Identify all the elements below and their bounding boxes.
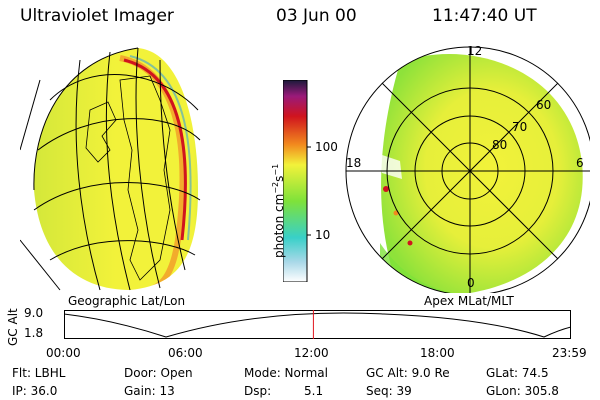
mlat-label-60: 60 — [536, 98, 552, 112]
mlt-label-18: 18 — [346, 156, 362, 170]
geographic-label: Geographic Lat/Lon — [68, 294, 186, 308]
colorbar-unit-label: photon cm−2s−1 — [271, 164, 286, 258]
unit-sup-1: −2 — [271, 181, 280, 194]
altitude-track-plot — [64, 310, 571, 339]
x-tick-1200: 12:00 — [294, 346, 329, 360]
unit-mid: s — [272, 175, 286, 182]
info-seq: Seq: 39 — [366, 384, 412, 398]
x-tick-0000: 00:00 — [46, 346, 81, 360]
gc-alt-axis-title: GC Alt — [6, 308, 20, 346]
info-glon: GLon: 305.8 — [486, 384, 559, 398]
info-dsp-value: 5.1 — [304, 384, 324, 398]
info-ip: IP: 36.0 — [12, 384, 58, 398]
polar-label: Apex MLat/MLT — [424, 294, 514, 308]
x-tick-1800: 18:00 — [420, 346, 455, 360]
info-filter: Flt: LBHL — [12, 366, 66, 380]
mlt-label-6: 6 — [576, 156, 584, 170]
polar-plot — [345, 46, 590, 293]
mlt-label-0: 0 — [467, 276, 475, 290]
info-dsp-label: Dsp: — [244, 384, 272, 398]
x-tick-2359: 23:59 — [552, 346, 587, 360]
mlt-label-12: 12 — [467, 44, 483, 58]
x-tick-0600: 06:00 — [168, 346, 203, 360]
time-label: 11:47:40 UT — [432, 6, 537, 26]
info-glat: GLat: 74.5 — [486, 366, 549, 380]
alt-tick-9: 9.0 — [24, 306, 44, 320]
info-gain: Gain: 13 — [124, 384, 175, 398]
info-mode: Mode: Normal — [244, 366, 328, 380]
geographic-image — [20, 47, 201, 291]
instrument-title: Ultraviolet Imager — [20, 6, 174, 26]
info-door: Door: Open — [124, 366, 193, 380]
colorbar — [283, 80, 311, 282]
mlat-label-80: 80 — [492, 138, 508, 152]
alt-tick-1-8: 1.8 — [24, 326, 44, 340]
mlat-label-70: 70 — [512, 120, 528, 134]
date-label: 03 Jun 00 — [276, 6, 357, 26]
info-gc-alt: GC Alt: 9.0 Re — [366, 366, 450, 380]
colorbar-tick-10: 10 — [315, 228, 331, 242]
colorbar-tick-100: 100 — [315, 140, 338, 154]
unit-text: photon cm — [272, 193, 286, 258]
unit-sup-2: −1 — [271, 163, 280, 176]
